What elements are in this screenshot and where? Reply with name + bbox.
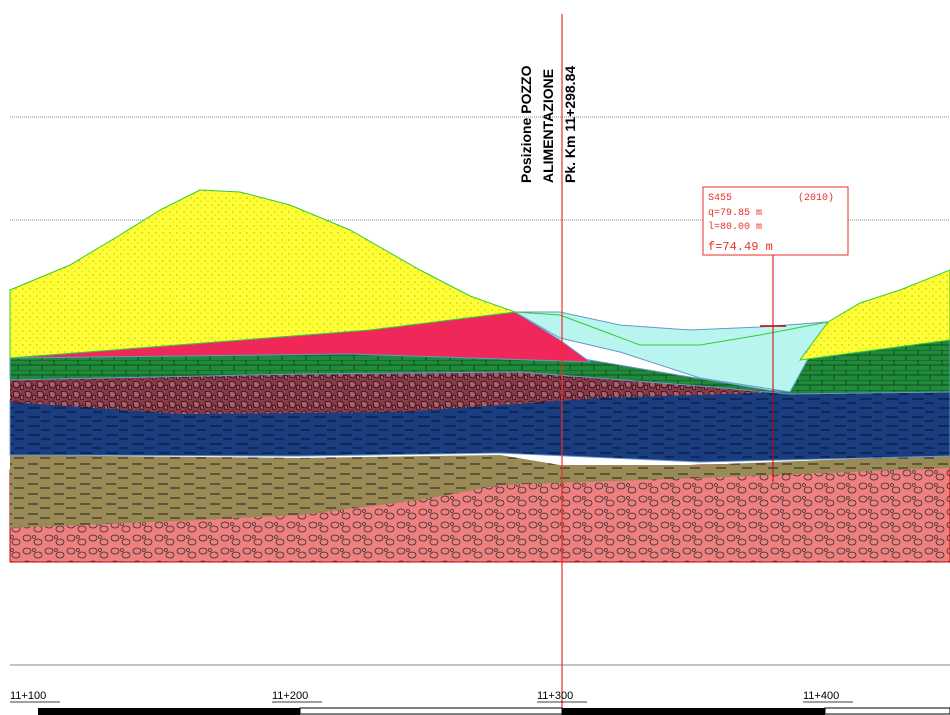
- borehole-id: S455: [708, 193, 732, 204]
- cobble-layer: [10, 370, 790, 414]
- chainage-label: 11+100: [10, 690, 46, 702]
- borehole-q: q=79.85 m: [708, 208, 762, 219]
- chainage-scale: 11+100 11+200 11+300 11+400: [10, 690, 950, 715]
- marker-line: ALIMENTAZIONE: [540, 69, 556, 183]
- chainage-label: 11+300: [537, 690, 573, 702]
- chainage-label: 11+400: [803, 690, 839, 702]
- chainage-label: 11+200: [272, 690, 308, 702]
- borehole-year: (2010): [798, 192, 834, 204]
- borehole-l: l=80.00 m: [708, 221, 762, 233]
- marker-line: Pk. Km 11+298.84: [562, 66, 578, 183]
- strata: [9, 189, 950, 563]
- lake-surface: [514, 311, 829, 346]
- silt-layer: [10, 455, 950, 528]
- hill-right: [798, 269, 950, 361]
- well-label: Posizione POZZO ALIMENTAZIONE Pk. Km 11+…: [518, 65, 578, 183]
- borehole: S455 (2010) q=79.85 m l=80.00 m f=74.49 …: [702, 186, 849, 482]
- marker-line: Posizione POZZO: [518, 65, 534, 183]
- borehole-f: f=74.49 m: [708, 240, 773, 254]
- hill-left: [9, 189, 516, 359]
